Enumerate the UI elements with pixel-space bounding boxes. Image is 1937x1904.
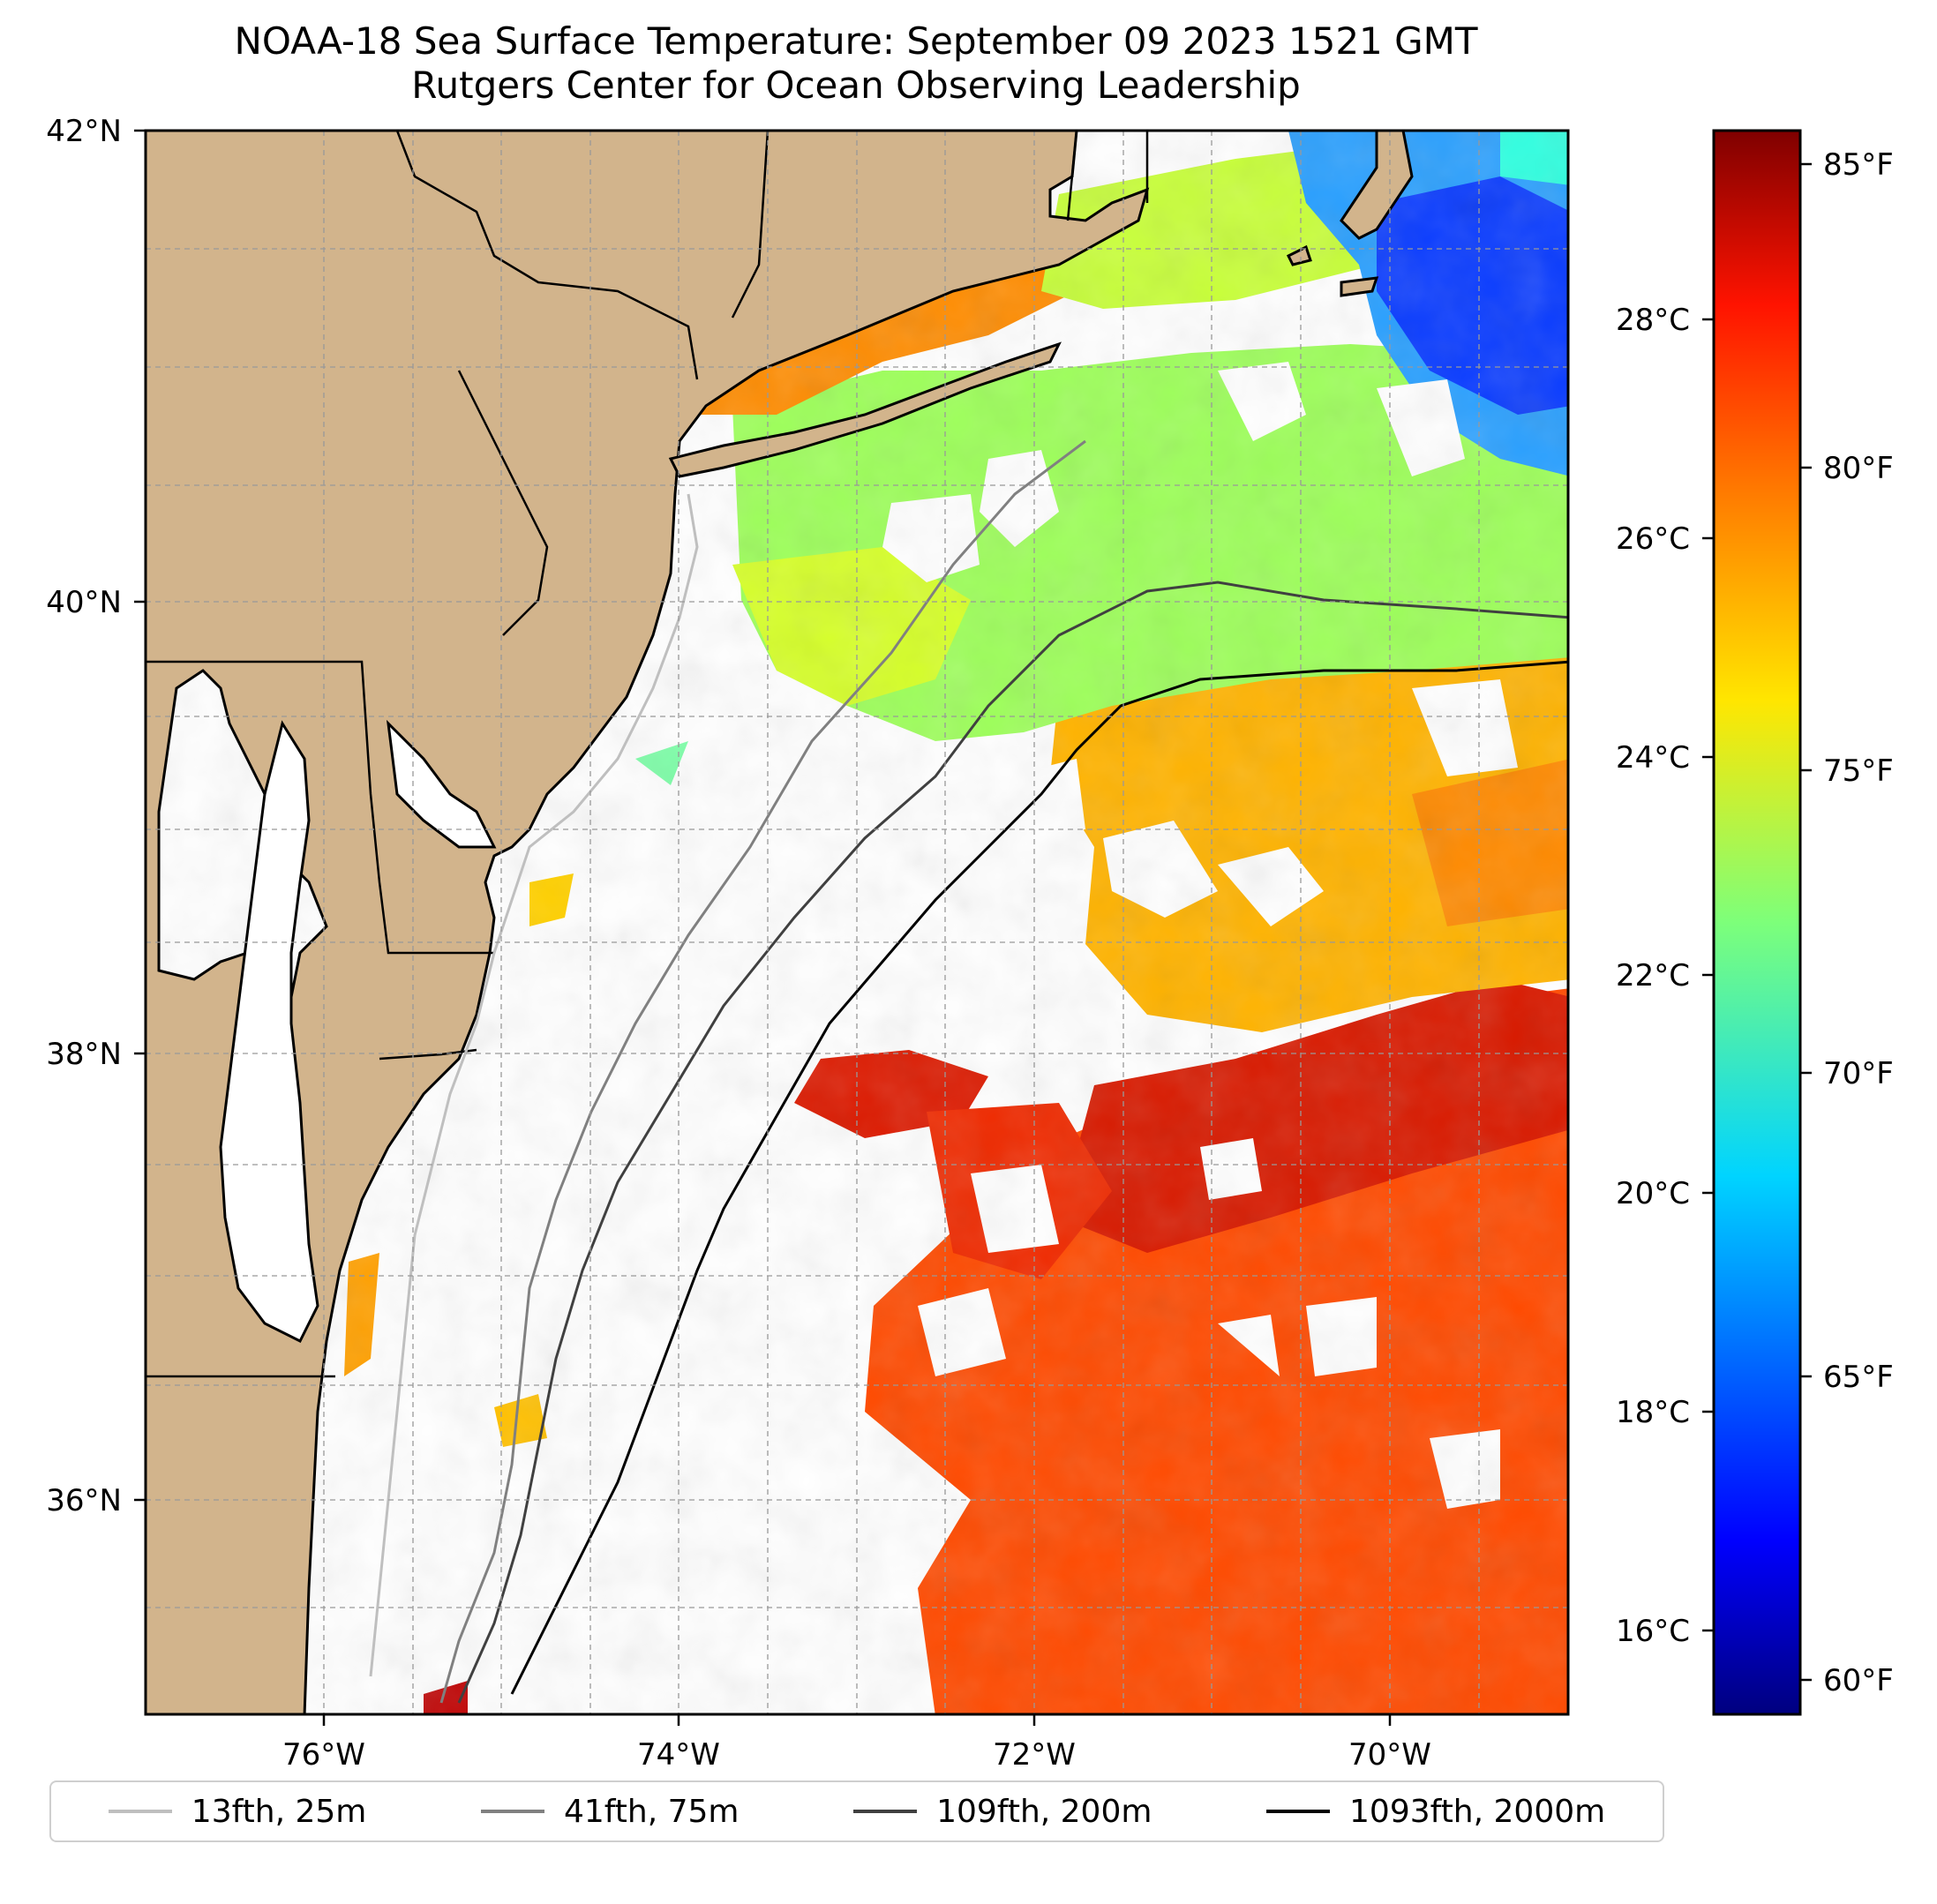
legend-item-200m: 109fth, 200m (853, 1794, 1152, 1830)
isobath-legend: 13fth, 25m 41fth, 75m 109fth, 200m 1093f… (49, 1780, 1664, 1842)
chart-title: NOAA-18 Sea Surface Temperature: Septemb… (0, 19, 1712, 108)
legend-label: 13fth, 25m (191, 1793, 367, 1830)
fahrenheit-tick: 85°F (1823, 147, 1894, 183)
y-tick-label: 38°N (46, 1037, 122, 1072)
celsius-tick: 28°C (1616, 303, 1690, 338)
celsius-tick: 18°C (1616, 1395, 1690, 1430)
legend-item-75m: 41fth, 75m (480, 1793, 740, 1830)
y-tick-label: 40°N (46, 585, 122, 620)
cape-cod (1340, 131, 1414, 240)
colorbar-gradient (1712, 129, 1802, 1716)
y-tick-label: 42°N (46, 114, 122, 149)
celsius-tick: 26°C (1616, 521, 1690, 557)
fahrenheit-tick: 75°F (1823, 753, 1894, 789)
fahrenheit-tick: 70°F (1823, 1056, 1894, 1091)
isobath-2000m (510, 660, 1568, 1695)
colorbar: 28°C 26°C 24°C 22°C 20°C 18°C 16°C 85°F … (1616, 129, 1894, 1716)
celsius-tick: 16°C (1616, 1614, 1690, 1649)
legend-label: 1093fth, 2000m (1349, 1793, 1606, 1830)
gridlines (146, 131, 1568, 1714)
fahrenheit-tick: 65°F (1823, 1360, 1894, 1395)
legend-line-swatch (480, 1810, 544, 1813)
x-tick-label: 70°W (1348, 1737, 1431, 1773)
x-tick-label: 76°W (282, 1737, 365, 1773)
legend-line-swatch (1266, 1810, 1331, 1813)
celsius-tick: 20°C (1616, 1176, 1690, 1211)
legend-line-swatch (853, 1810, 918, 1813)
legend-label: 109fth, 200m (936, 1793, 1152, 1830)
isobath-25m (369, 493, 699, 1677)
legend-item-25m: 13fth, 25m (108, 1793, 367, 1830)
celsius-tick: 24°C (1616, 740, 1690, 776)
isobath-75m (439, 439, 1086, 1704)
x-tick-label: 72°W (993, 1737, 1076, 1773)
fahrenheit-tick: 80°F (1823, 451, 1894, 486)
title-line-1: NOAA-18 Sea Surface Temperature: Septemb… (234, 19, 1478, 63)
isobath-200m (457, 581, 1568, 1704)
map-frame (144, 129, 1570, 1716)
legend-line-swatch (108, 1810, 172, 1813)
celsius-tick: 22°C (1616, 958, 1690, 993)
title-line-2: Rutgers Center for Ocean Observing Leade… (411, 64, 1301, 107)
isobaths (369, 439, 1568, 1704)
chesapeake-bay (219, 720, 319, 1344)
state-borders (146, 131, 1149, 1378)
legend-label: 41fth, 75m (563, 1793, 740, 1830)
y-tick-label: 36°N (46, 1483, 122, 1518)
x-tick-label: 74°W (637, 1737, 720, 1773)
legend-item-2000m: 1093fth, 2000m (1266, 1794, 1605, 1830)
fahrenheit-tick: 60°F (1823, 1663, 1894, 1698)
